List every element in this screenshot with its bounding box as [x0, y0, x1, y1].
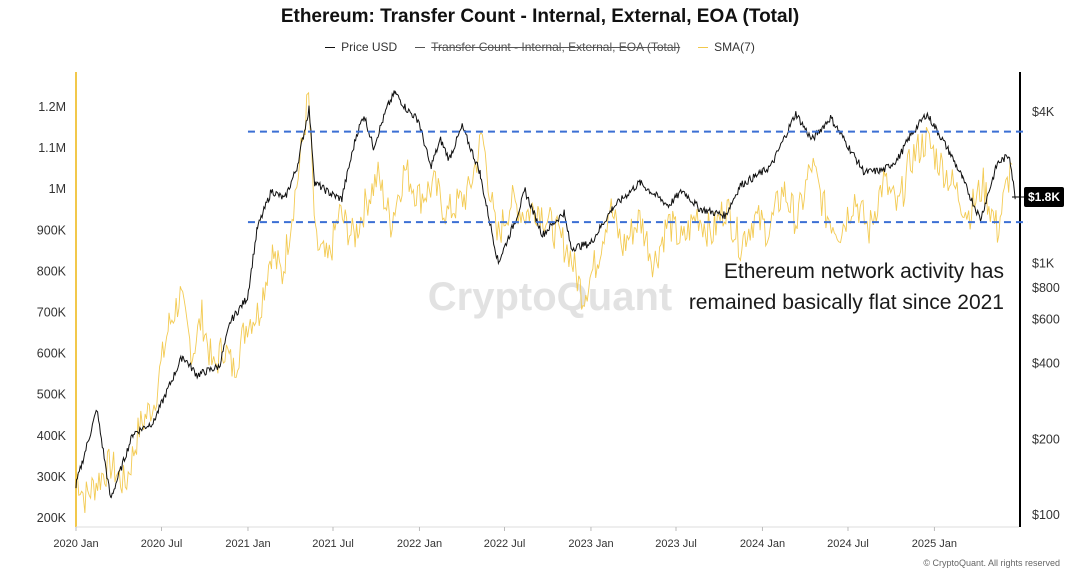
- legend-item-price[interactable]: Price USD: [325, 40, 397, 54]
- y-left-tick-label: 400K: [37, 429, 67, 443]
- y-right-tick-label: $100: [1032, 508, 1060, 522]
- legend-item-sma[interactable]: SMA(7): [698, 40, 755, 54]
- x-tick-label: 2022 Jul: [484, 538, 526, 550]
- x-tick-label: 2021 Jan: [225, 538, 270, 550]
- legend-swatch-sma: [698, 46, 709, 48]
- y-left-tick-label: 700K: [37, 306, 67, 320]
- current-price-badge: $1.8K: [1024, 187, 1065, 207]
- legend-item-transfer-count[interactable]: Transfer Count - Internal, External, EOA…: [415, 40, 680, 54]
- y-left-tick-label: 500K: [37, 388, 67, 402]
- y-right-tick-label: $800: [1032, 281, 1060, 295]
- x-tick-label: 2020 Jul: [141, 538, 183, 550]
- legend-label-sma: SMA(7): [714, 40, 755, 54]
- x-tick-label: 2021 Jul: [312, 538, 354, 550]
- copyright-text: © CryptoQuant. All rights reserved: [923, 558, 1060, 568]
- y-left-tick-label: 300K: [37, 470, 67, 484]
- legend-swatch-transfer-count: [415, 46, 426, 48]
- chart-legend: Price USD Transfer Count - Internal, Ext…: [0, 40, 1080, 54]
- y-right-tick-label: $4K: [1032, 105, 1055, 119]
- chart-title: Ethereum: Transfer Count - Internal, Ext…: [280, 6, 800, 27]
- y-left-tick-label: 1.2M: [38, 100, 66, 114]
- legend-label-price: Price USD: [341, 40, 398, 54]
- x-tick-label: 2020 Jan: [53, 538, 98, 550]
- x-tick-label: 2024 Jul: [827, 538, 869, 550]
- x-tick-label: 2023 Jan: [568, 538, 613, 550]
- watermark-text: CryptoQuant: [428, 275, 672, 319]
- y-left-tick-label: 200K: [37, 511, 67, 525]
- y-right-tick-label: $1K: [1032, 256, 1055, 270]
- series-line-price-usd: [75, 90, 1016, 499]
- x-tick-label: 2025 Jan: [912, 538, 957, 550]
- y-left-tick-label: 1.1M: [38, 141, 66, 155]
- x-tick-label: 2024 Jan: [740, 538, 785, 550]
- y-left-tick-label: 900K: [37, 223, 67, 237]
- x-tick-label: 2022 Jan: [397, 538, 442, 550]
- y-left-tick-label: 800K: [37, 264, 67, 278]
- y-right-tick-label: $200: [1032, 432, 1060, 446]
- chart-annotation: Ethereum network activity has remained b…: [688, 260, 1004, 314]
- y-left-tick-label: 600K: [37, 347, 67, 361]
- y-left-tick-label: 1M: [49, 182, 66, 196]
- legend-swatch-price: [325, 46, 336, 48]
- y-right-tick-label: $400: [1032, 357, 1060, 371]
- x-tick-label: 2023 Jul: [655, 538, 697, 550]
- legend-label-transfer-count: Transfer Count - Internal, External, EOA…: [431, 40, 681, 54]
- series-line-sma7: [75, 91, 1013, 514]
- y-right-tick-label: $600: [1032, 312, 1060, 326]
